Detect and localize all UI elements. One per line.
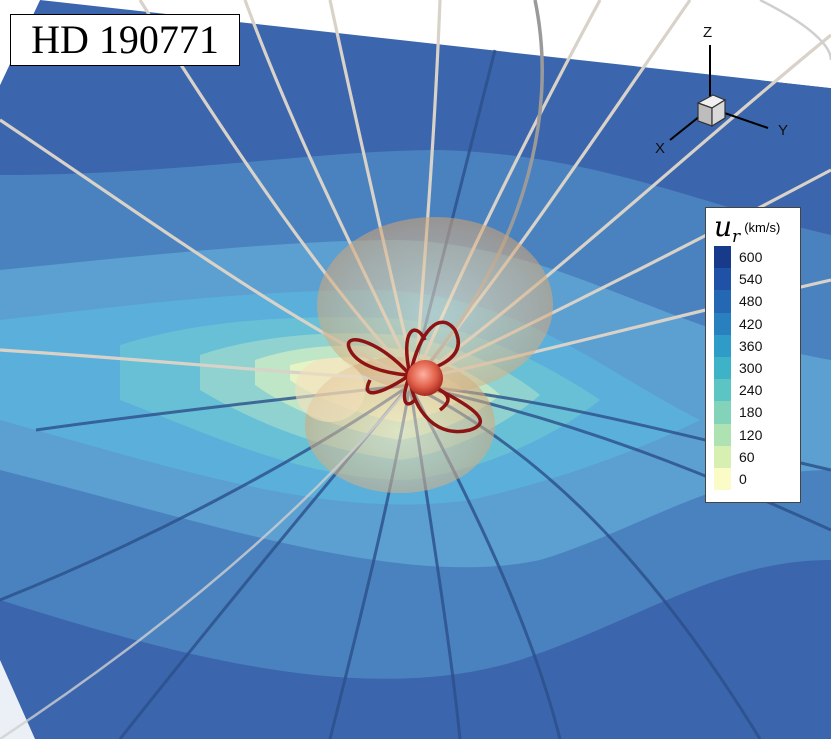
legend-rows: 600 540 480 420 360 300 240 180 120 60 0 — [714, 246, 763, 491]
legend-entry: 0 — [714, 467, 762, 491]
legend-swatch — [714, 379, 731, 402]
axis-cube — [696, 94, 727, 128]
legend-value: 480 — [739, 293, 763, 310]
legend-swatch — [714, 246, 731, 269]
legend-value: 360 — [739, 337, 763, 354]
legend-value: 60 — [739, 448, 755, 465]
legend-swatch — [714, 401, 731, 424]
legend-entry: 600 — [714, 246, 763, 269]
legend-entry: 120 — [714, 423, 763, 446]
legend-swatch — [714, 467, 731, 491]
legend-swatch — [714, 312, 731, 335]
legend-value: 420 — [739, 315, 763, 332]
wind-shell-upper — [317, 217, 553, 393]
legend-unit: (km/s) — [744, 220, 781, 235]
legend-swatch — [714, 445, 731, 468]
legend-value: 180 — [739, 404, 763, 421]
star — [407, 360, 443, 396]
legend-symbol: u — [714, 210, 733, 243]
legend-entry: 540 — [714, 268, 763, 291]
legend-swatch — [714, 423, 731, 446]
legend-entry: 420 — [714, 312, 763, 335]
legend-entry: 480 — [714, 290, 763, 313]
legend-value: 0 — [739, 470, 747, 487]
legend-value: 600 — [739, 249, 763, 266]
legend-value: 240 — [739, 382, 763, 399]
legend-entry: 300 — [714, 356, 763, 380]
legend-swatch — [714, 356, 731, 380]
legend-swatch — [714, 268, 731, 291]
legend-swatch — [714, 334, 731, 357]
legend-swatch — [714, 290, 731, 313]
legend-subscript: r — [732, 227, 741, 247]
x-axis-label: X — [655, 140, 666, 157]
legend-value: 120 — [739, 426, 763, 443]
legend-value: 300 — [739, 360, 763, 377]
legend-value: 540 — [739, 271, 763, 288]
legend-entry: 360 — [714, 334, 763, 357]
plot-title: HD 190771 — [10, 14, 240, 66]
legend-entry: 240 — [714, 379, 763, 402]
wind-shell-inner — [295, 358, 365, 422]
legend-entry: 60 — [714, 445, 762, 468]
z-axis-label: Z — [703, 24, 713, 41]
legend-entry: 180 — [714, 401, 763, 424]
velocity-legend: ur (km/s) 600 540 480 420 360 300 240 180 120 60 0 — [705, 207, 801, 503]
legend-title: ur (km/s) — [714, 210, 781, 247]
y-axis-label: Y — [778, 122, 789, 139]
